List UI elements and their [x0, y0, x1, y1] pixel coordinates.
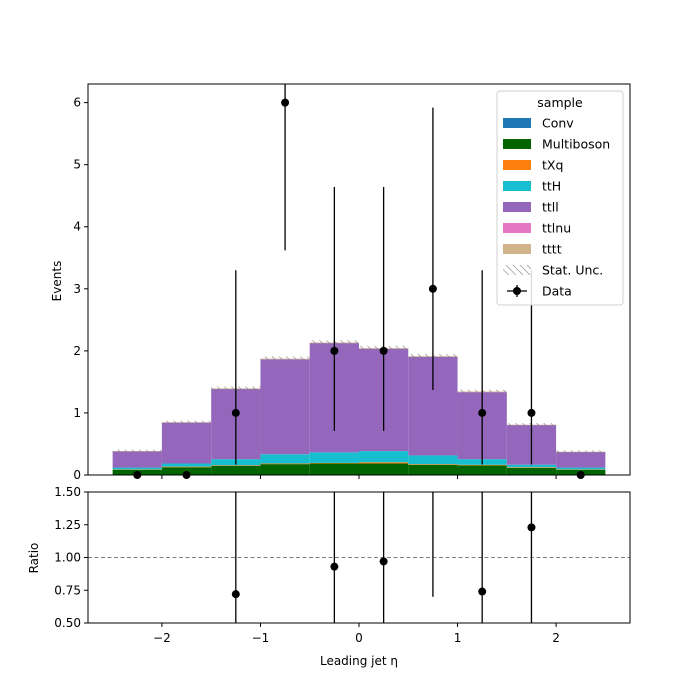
- stat-unc-band-9: [556, 450, 606, 454]
- ratio-x-tick-label-4: 2: [552, 631, 560, 645]
- data-point-5: [379, 346, 388, 355]
- main-y-tick-label-2: 2: [73, 344, 81, 358]
- legend-label-conv: Conv: [542, 116, 574, 131]
- bar-txq-7: [457, 464, 507, 466]
- ratio-point-5: [527, 523, 536, 532]
- main-y-axis-label: Events: [50, 261, 64, 302]
- bar-ttll-3: [260, 359, 310, 455]
- ratio-point-2: [379, 557, 388, 566]
- bar-ttll-0: [112, 451, 162, 468]
- legend-marker-data: [513, 287, 521, 295]
- legend-swatch-tttt: [503, 244, 531, 254]
- legend-swatch-multiboson: [503, 139, 531, 149]
- bar-multiboson-2: [211, 466, 261, 475]
- bar-tth-3: [260, 454, 310, 464]
- ratio-y-axis-label: Ratio: [27, 543, 41, 574]
- legend-swatch-stat-unc-: [503, 265, 531, 275]
- ratio-point-1: [330, 562, 339, 571]
- data-point-4: [330, 346, 339, 355]
- stat-unc-band-0: [112, 449, 162, 453]
- bar-multiboson-8: [506, 467, 557, 475]
- ratio-y-ticks: 0.50 0.75 1.00 1.25 1.50: [54, 485, 88, 630]
- ratio-y-tick-label-4: 1.50: [54, 485, 81, 499]
- bar-tth-4: [309, 452, 359, 463]
- ratio-x-tick-label-3: 1: [454, 631, 462, 645]
- ratio-x-tick-label-0: −2: [153, 631, 171, 645]
- data-point-2: [231, 408, 240, 417]
- legend-label-txq: tXq: [542, 158, 563, 173]
- x-axis-label: Leading jet η: [320, 654, 398, 668]
- legend-label-ttlnu: ttlnu: [542, 221, 571, 236]
- data-point-3: [281, 98, 290, 107]
- legend-label-tth: ttH: [542, 179, 561, 194]
- legend-label-tttt: tttt: [542, 242, 562, 257]
- main-y-ticks: 0 1 2 3 4 5 6: [73, 96, 88, 482]
- legend-entries: Conv Multiboson tXq ttH ttll ttlnu tttt Stat. U…: [503, 116, 610, 299]
- main-panel: 0 1 2 3 4 5 6 Events sample Conv Multiboson tXq t…: [50, 83, 631, 482]
- bar-txq-5: [359, 462, 409, 464]
- data-points: [133, 84, 585, 479]
- bar-txq-8: [506, 467, 557, 468]
- legend: sample Conv Multiboson tXq ttH ttll ttlnu tttt…: [496, 90, 624, 306]
- bar-tth-9: [556, 467, 606, 470]
- legend-swatch-ttll: [503, 202, 531, 212]
- bar-multiboson-5: [359, 463, 409, 475]
- ratio-y-tick-label-2: 1.00: [54, 551, 81, 565]
- ratio-panel: 0.50 0.75 1.00 1.25 1.50 −2 −1 0 1 2 Ratio Leadi…: [27, 485, 631, 668]
- bar-ttll-1: [161, 422, 212, 464]
- bar-multiboson-4: [309, 463, 359, 475]
- bar-txq-2: [211, 465, 261, 467]
- stat-unc-band-1: [161, 420, 212, 424]
- bar-txq-6: [408, 464, 458, 465]
- bar-multiboson-3: [260, 464, 310, 475]
- legend-label-multiboson: Multiboson: [542, 137, 610, 152]
- bar-tth-6: [408, 455, 458, 465]
- legend-swatch-conv: [503, 118, 531, 128]
- bar-tth-1: [161, 463, 212, 467]
- legend-swatch-tth: [503, 181, 531, 191]
- main-x-ticks: [161, 475, 557, 479]
- data-point-7: [478, 408, 487, 417]
- main-y-tick-label-4: 4: [73, 220, 81, 234]
- ratio-point-0: [231, 590, 240, 599]
- stat-unc-band-3: [260, 356, 310, 361]
- legend-label-data: Data: [542, 284, 572, 299]
- ratio-points: [231, 492, 536, 623]
- ratio-x-ticks: −2 −1 0 1 2: [153, 623, 560, 645]
- bar-multiboson-1: [161, 467, 212, 475]
- main-y-tick-label-5: 5: [73, 158, 81, 172]
- ratio-y-tick-label-1: 0.75: [54, 583, 81, 597]
- legend-swatch-txq: [503, 160, 531, 170]
- main-y-tick-label-3: 3: [73, 282, 81, 296]
- ratio-y-tick-label-0: 0.50: [54, 616, 81, 630]
- main-y-tick-label-6: 6: [73, 96, 81, 110]
- bar-txq-3: [260, 463, 310, 465]
- legend-swatch-ttlnu: [503, 223, 531, 233]
- bar-multiboson-6: [408, 464, 458, 475]
- bar-ttll-9: [556, 452, 606, 468]
- bar-tth-8: [506, 464, 557, 468]
- main-y-tick-label-0: 0: [73, 468, 81, 482]
- ratio-x-tick-label-2: 0: [355, 631, 363, 645]
- ratio-y-tick-label-3: 1.25: [54, 518, 81, 532]
- bar-txq-4: [309, 462, 359, 464]
- main-y-tick-label-1: 1: [73, 406, 81, 420]
- data-point-6: [428, 284, 437, 293]
- bar-tth-5: [359, 451, 409, 463]
- bar-txq-1: [161, 466, 212, 468]
- legend-label-ttll: ttll: [542, 200, 559, 215]
- bar-tth-0: [112, 467, 162, 470]
- data-point-8: [527, 408, 536, 417]
- legend-label-stat-unc-: Stat. Unc.: [542, 263, 603, 278]
- ratio-point-4: [478, 587, 487, 596]
- ratio-x-tick-label-1: −1: [252, 631, 270, 645]
- bar-multiboson-7: [457, 465, 507, 475]
- legend-title: sample: [537, 95, 583, 110]
